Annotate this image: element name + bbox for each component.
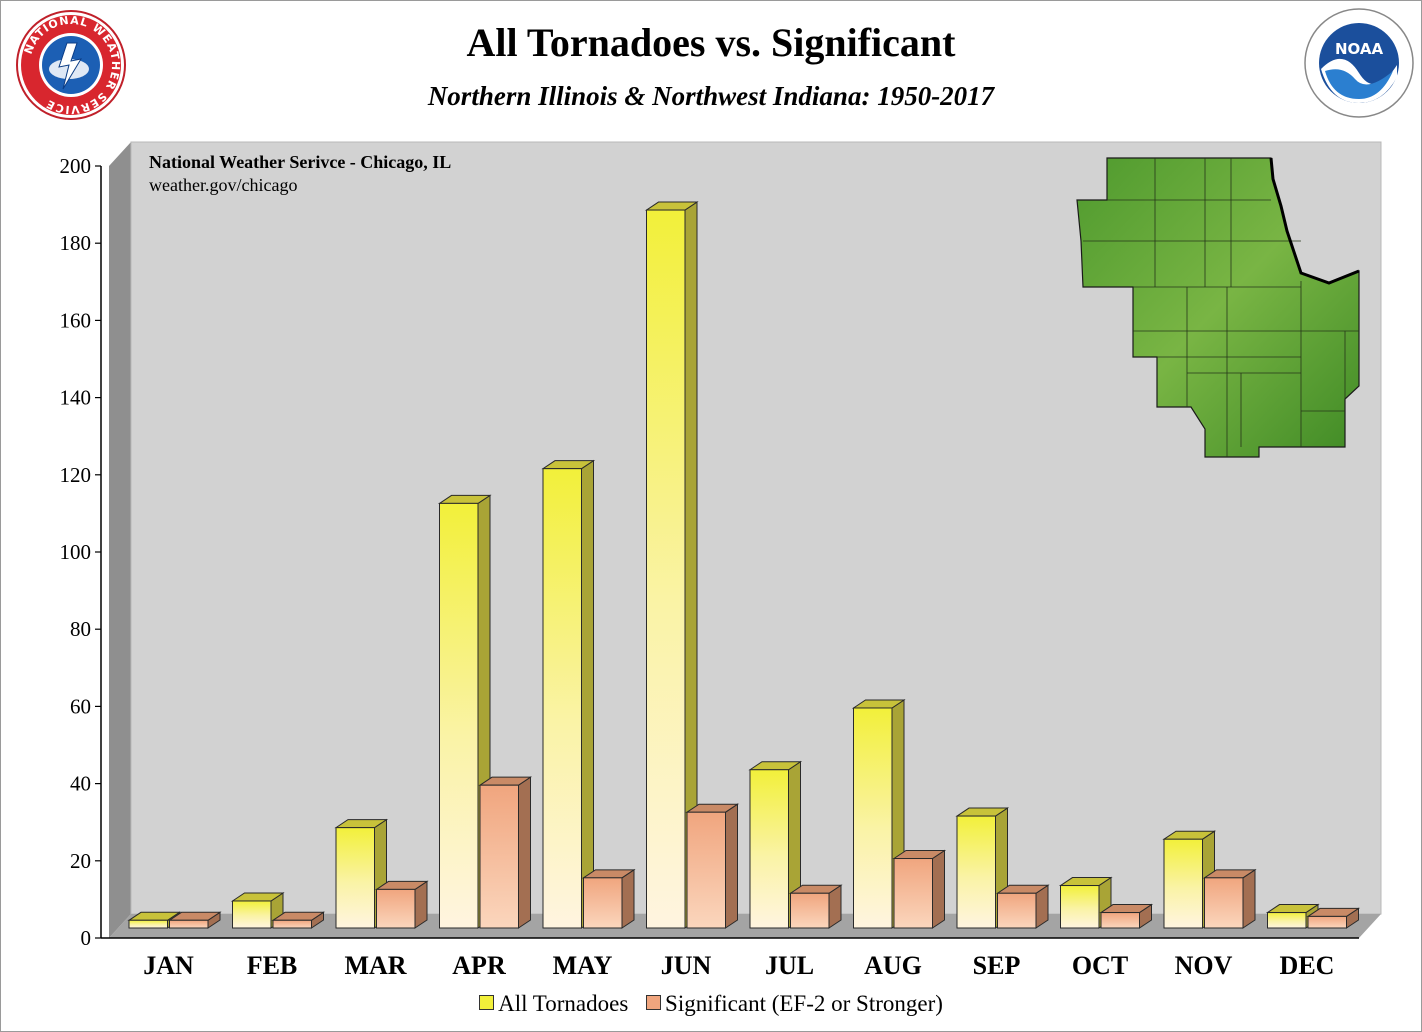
x-category-label: APR (452, 951, 506, 980)
bar-all-tornadoes (1162, 830, 1217, 929)
y-tick-label: 160 (60, 308, 92, 332)
bar-all-tornadoes-front (646, 209, 686, 929)
bar-chart: 0 20 40 60 80 100 120 140 160 180 200 National Wea… (60, 141, 1382, 980)
bar-all-tornadoes (748, 760, 803, 929)
bar-significant-side (932, 849, 945, 929)
annotation-line-2: weather.gov/chicago (149, 175, 297, 195)
bar-all-tornadoes (541, 459, 596, 929)
bar-significant-front (272, 919, 312, 929)
chart-title: All Tornadoes vs. Significant (466, 20, 956, 65)
y-tick-label: 40 (70, 772, 91, 796)
bar-significant (1099, 903, 1154, 929)
bar-significant-side (725, 803, 738, 929)
x-category-label: AUG (864, 951, 922, 980)
bar-all-tornadoes (1058, 876, 1113, 929)
y-tick-label: 200 (60, 154, 92, 178)
bar-significant (478, 776, 533, 929)
bar-all-tornadoes (644, 201, 699, 929)
y-tick-label: 180 (60, 231, 92, 255)
bar-significant-front (376, 888, 416, 929)
legend-swatch-significant (646, 995, 662, 1010)
x-category-label: SEP (973, 951, 1021, 980)
bar-all-tornadoes-side (581, 459, 594, 929)
legend-label-significant: Significant (EF-2 or Stronger) (665, 991, 943, 1016)
bar-all-tornadoes-front (439, 502, 479, 929)
bar-all-tornadoes-front (853, 707, 893, 929)
bar-significant-front (1100, 912, 1140, 929)
bar-significant (581, 868, 636, 929)
bar-all-tornadoes-front (1163, 838, 1203, 929)
legend-item-all: All Tornadoes (479, 991, 628, 1017)
bar-all-tornadoes-front (128, 919, 168, 929)
y-tick-label: 0 (81, 926, 92, 950)
bar-significant-front (790, 892, 830, 929)
x-category-label: MAY (553, 951, 613, 980)
bar-significant-side (518, 776, 531, 929)
nws-logo: NATIONAL WEATHER SERVICE (16, 10, 126, 120)
bar-significant-front (583, 877, 623, 929)
legend-swatch-all (479, 995, 495, 1010)
bar-all-tornadoes-front (749, 769, 789, 929)
legend-item-significant: Significant (EF-2 or Stronger) (646, 991, 943, 1017)
bar-significant-front (479, 784, 519, 929)
bar-significant-front (169, 919, 209, 929)
y-tick-label: 60 (70, 694, 91, 718)
bar-significant (271, 911, 326, 929)
legend-label-all: All Tornadoes (498, 991, 629, 1016)
y-tick-label: 120 (60, 463, 92, 487)
noaa-logo-text: NOAA (1335, 40, 1384, 58)
x-category-label: OCT (1072, 951, 1128, 980)
bar-significant-front (1204, 877, 1244, 929)
noaa-logo: NOAA (1304, 8, 1414, 118)
bar-significant-side (621, 868, 635, 929)
annotation-line-1: National Weather Serivce - Chicago, IL (149, 152, 451, 172)
side-wall (109, 142, 131, 938)
y-tick-label: 140 (60, 386, 92, 410)
y-tick-label: 100 (60, 540, 92, 564)
bar-significant-front (1307, 915, 1347, 929)
bar-significant (995, 884, 1050, 929)
x-category-label: NOV (1175, 951, 1233, 980)
bar-all-tornadoes (437, 494, 492, 929)
x-category-label: DEC (1280, 951, 1335, 980)
x-category-label: MAR (344, 951, 406, 980)
x-category-label: JUL (765, 951, 814, 980)
bar-all-tornadoes-front (542, 468, 582, 929)
bar-all-tornadoes-front (1267, 912, 1307, 929)
bar-significant (685, 803, 740, 929)
bar-significant-front (893, 858, 933, 929)
y-tick-label: 80 (70, 617, 91, 641)
y-tick-label: 20 (70, 849, 91, 873)
bar-all-tornadoes-front (1060, 885, 1100, 929)
lake-shoreline (1269, 157, 1360, 285)
x-category-label: JUN (661, 951, 712, 980)
bar-significant (1202, 868, 1257, 929)
x-category-label: FEB (247, 951, 298, 980)
region-map-icon (1076, 157, 1360, 458)
bar-significant (374, 880, 429, 929)
bar-all-tornadoes-front (232, 900, 272, 929)
bar-all-tornadoes-front (335, 827, 375, 929)
x-category-label: JAN (143, 951, 194, 980)
bar-significant (167, 911, 222, 929)
bar-all-tornadoes-front (956, 815, 996, 929)
bar-significant (892, 849, 947, 929)
bar-significant (788, 884, 843, 929)
bar-significant-side (1242, 868, 1256, 929)
bar-significant-front (686, 811, 726, 929)
chart-subtitle: Northern Illinois & Northwest Indiana: 1… (427, 81, 995, 111)
legend: All Tornadoes Significant (EF-2 or Stron… (1, 991, 1421, 1017)
bar-significant-front (997, 892, 1037, 929)
bar-significant (1306, 907, 1361, 929)
